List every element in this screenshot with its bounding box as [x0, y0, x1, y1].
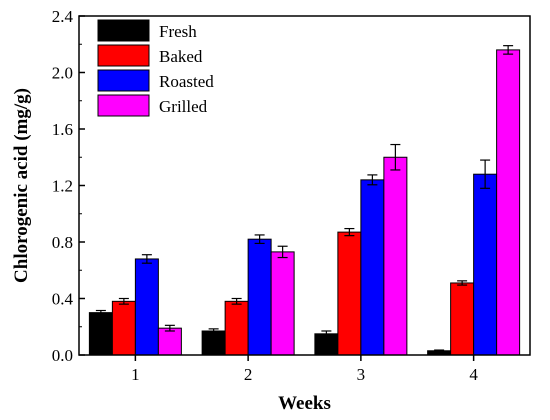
y-axis: 0.0 0.4 0.8 1.2 1.6 2.0 2.4 — [52, 7, 85, 365]
legend-swatch-grilled — [97, 94, 150, 117]
x-tick-label: 4 — [469, 365, 478, 384]
x-axis-title: Weeks — [278, 393, 331, 414]
bar-grilled-week-2 — [270, 251, 295, 356]
bar-roasted-week-2 — [247, 238, 272, 356]
bar-baked-week-1 — [111, 300, 136, 356]
bar-roasted-week-1 — [134, 258, 159, 356]
bar-fresh-week-1 — [88, 312, 113, 356]
bar-fresh-week-2 — [201, 330, 226, 356]
y-tick-label: 1.2 — [52, 177, 73, 196]
x-axis: 1 2 3 4 — [131, 355, 478, 384]
legend-label-fresh: Fresh — [159, 22, 197, 41]
bars-group — [88, 49, 521, 356]
bar-grilled-week-1 — [157, 327, 182, 356]
legend-swatch-roasted — [97, 69, 150, 92]
legend-swatch-fresh — [97, 19, 150, 42]
bar-baked-week-4 — [450, 282, 475, 356]
x-tick-label: 3 — [357, 365, 366, 384]
legend-swatch-baked — [97, 44, 150, 67]
bar-grilled-week-4 — [496, 49, 521, 356]
bar-grilled-week-3 — [383, 156, 408, 356]
y-axis-title: Chlorogenic acid (mg/g) — [11, 88, 32, 283]
x-tick-label: 1 — [131, 365, 140, 384]
legend-label-grilled: Grilled — [159, 97, 208, 116]
legend-label-baked: Baked — [159, 47, 203, 66]
y-tick-label: 2.4 — [52, 7, 74, 26]
y-tick-label: 0.4 — [52, 290, 74, 309]
y-tick-label: 0.0 — [52, 346, 73, 365]
error-bars-group — [95, 45, 514, 353]
bar-baked-week-3 — [337, 231, 362, 356]
x-tick-label: 2 — [244, 365, 253, 384]
legend: Fresh Baked Roasted Grilled — [97, 19, 214, 117]
bar-baked-week-2 — [224, 300, 249, 356]
y-tick-label: 2.0 — [52, 64, 73, 83]
bar-roasted-week-3 — [360, 179, 385, 356]
legend-label-roasted: Roasted — [159, 72, 214, 91]
y-tick-label: 1.6 — [52, 120, 73, 139]
bar-roasted-week-4 — [473, 173, 498, 356]
y-tick-label: 0.8 — [52, 233, 73, 252]
